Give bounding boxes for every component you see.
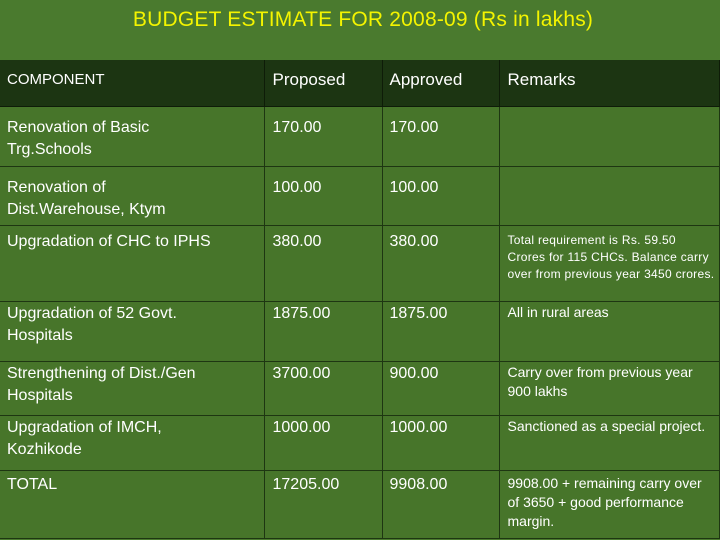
approved-cell: 1000.00 xyxy=(382,415,500,471)
remarks-cell: 9908.00 + remaining carry over of 3650 +… xyxy=(499,470,720,539)
header-proposed: Proposed xyxy=(264,60,383,107)
table-row: Upgradation of 52 Govt. Hospitals 1875.00… xyxy=(0,301,720,362)
budget-table: COMPONENT Proposed Approved Remarks Reno… xyxy=(0,60,720,539)
component-cell: Renovation of Basic Trg.Schools xyxy=(0,106,265,167)
component-cell: Upgradation of CHC to IPHS xyxy=(0,225,265,302)
proposed-cell: 170.00 xyxy=(264,106,383,167)
proposed-cell: 100.00 xyxy=(264,166,383,226)
table-header-row: COMPONENT Proposed Approved Remarks xyxy=(0,60,720,107)
remarks-cell: Carry over from previous year 900 lakhs xyxy=(499,361,720,416)
remarks-cell xyxy=(499,166,720,226)
approved-cell: 900.00 xyxy=(382,361,500,416)
proposed-cell: 380.00 xyxy=(264,225,383,302)
remarks-cell xyxy=(499,106,720,167)
component-cell: Strengthening of Dist./Gen Hospitals xyxy=(0,361,265,416)
approved-cell: 1875.00 xyxy=(382,301,500,362)
table-row: Upgradation of IMCH, Kozhikode 1000.00 10… xyxy=(0,415,720,471)
approved-cell: 170.00 xyxy=(382,106,500,167)
approved-cell: 380.00 xyxy=(382,225,500,302)
remarks-cell: Sanctioned as a special project. xyxy=(499,415,720,471)
remarks-cell: All in rural areas xyxy=(499,301,720,362)
approved-cell: 9908.00 xyxy=(382,470,500,539)
proposed-cell: 1000.00 xyxy=(264,415,383,471)
table-row: Renovation of Dist.Warehouse, Ktym 100.00… xyxy=(0,166,720,226)
header-component: COMPONENT xyxy=(0,60,265,107)
approved-cell: 100.00 xyxy=(382,166,500,226)
table-row: Upgradation of CHC to IPHS 380.00 380.00… xyxy=(0,225,720,302)
component-cell: Upgradation of IMCH, Kozhikode xyxy=(0,415,265,471)
table-row: Strengthening of Dist./Gen Hospitals 3700… xyxy=(0,361,720,416)
remarks-cell: Total requirement is Rs. 59.50 Crores fo… xyxy=(499,225,720,302)
table-row: Renovation of Basic Trg.Schools 170.00 17… xyxy=(0,106,720,167)
proposed-cell: 1875.00 xyxy=(264,301,383,362)
page-title: BUDGET ESTIMATE FOR 2008-09 (Rs in lakhs… xyxy=(132,8,594,31)
proposed-cell: 17205.00 xyxy=(264,470,383,539)
component-cell: Upgradation of 52 Govt. Hospitals xyxy=(0,301,265,362)
proposed-cell: 3700.00 xyxy=(264,361,383,416)
header-remarks: Remarks xyxy=(499,60,720,107)
header-approved: Approved xyxy=(382,60,500,107)
component-cell: TOTAL xyxy=(0,470,265,539)
table-row-total: TOTAL 17205.00 9908.00 9908.00 + remaini… xyxy=(0,470,720,539)
component-cell: Renovation of Dist.Warehouse, Ktym xyxy=(0,166,265,226)
